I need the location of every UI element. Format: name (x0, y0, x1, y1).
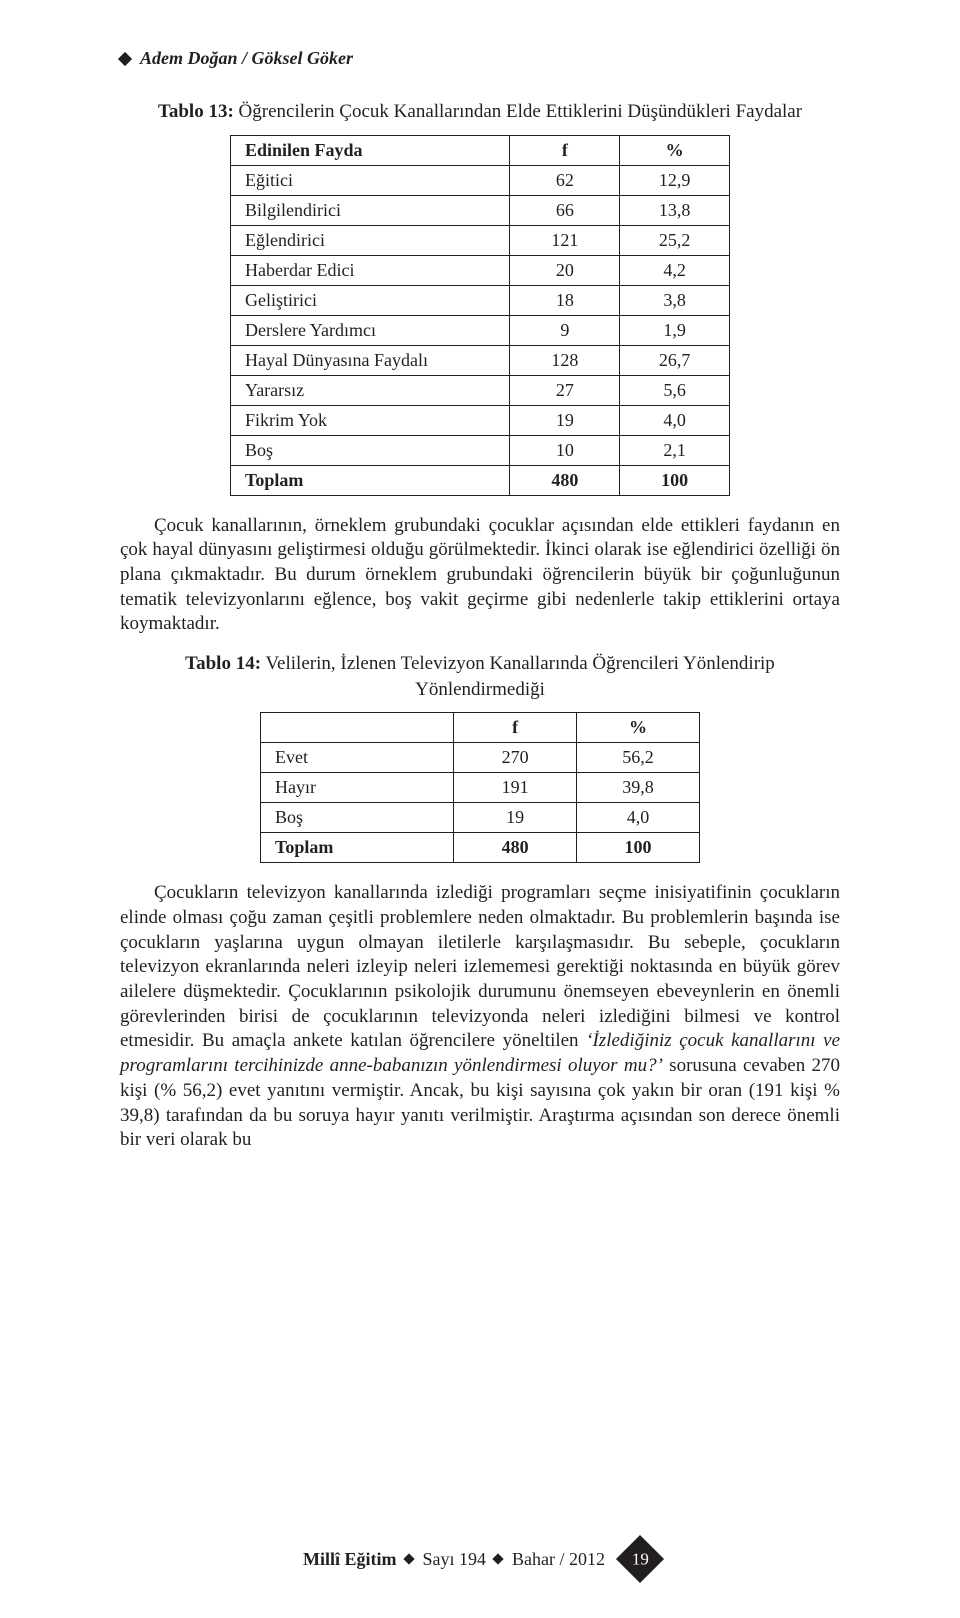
table-row: Evet27056,2 (261, 743, 700, 773)
cell: 480 (510, 465, 620, 495)
cell: 9 (510, 315, 620, 345)
running-head-text: Adem Doğan / Göksel Göker (140, 48, 353, 69)
table14-caption: Tablo 14: Velilerin, İzlenen Televizyon … (120, 651, 840, 702)
cell: 19 (510, 405, 620, 435)
paragraph-1: Çocuk kanallarının, örneklem grubundaki … (120, 514, 840, 637)
cell: 4,2 (620, 255, 730, 285)
cell: 121 (510, 225, 620, 255)
page: Adem Doğan / Göksel Göker Tablo 13: Öğre… (0, 0, 960, 1618)
cell: Hayal Dünyasına Faydalı (231, 345, 510, 375)
table13-body: Eğitici6212,9 Bilgilendirici6613,8 Eğlen… (231, 165, 730, 495)
diamond-icon (492, 1553, 503, 1564)
cell: 100 (620, 465, 730, 495)
table-row: Hayal Dünyasına Faydalı12826,7 (231, 345, 730, 375)
table-row: Bilgilendirici6613,8 (231, 195, 730, 225)
table-row: Fikrim Yok194,0 (231, 405, 730, 435)
cell: Geliştirici (231, 285, 510, 315)
cell: Bilgilendirici (231, 195, 510, 225)
table-row: Boş194,0 (261, 803, 700, 833)
cell: 2,1 (620, 435, 730, 465)
cell: 5,6 (620, 375, 730, 405)
cell: Boş (261, 803, 454, 833)
cell: 25,2 (620, 225, 730, 255)
cell: Yararsız (231, 375, 510, 405)
table-row: Eğitici6212,9 (231, 165, 730, 195)
table-row: Geliştirici183,8 (231, 285, 730, 315)
table13-col-0: Edinilen Fayda (231, 135, 510, 165)
table14-header-row: f % (261, 713, 700, 743)
cell: 27 (510, 375, 620, 405)
table-row: Boş102,1 (231, 435, 730, 465)
cell: 4,0 (577, 803, 700, 833)
cell: 56,2 (577, 743, 700, 773)
table14-col-1: f (454, 713, 577, 743)
cell: 20 (510, 255, 620, 285)
cell: Derslere Yardımcı (231, 315, 510, 345)
table-row: Yararsız275,6 (231, 375, 730, 405)
table13-total-row: Toplam480100 (231, 465, 730, 495)
cell: Evet (261, 743, 454, 773)
table14-col-0 (261, 713, 454, 743)
cell: 26,7 (620, 345, 730, 375)
cell: 18 (510, 285, 620, 315)
table13-caption: Tablo 13: Öğrencilerin Çocuk Kanallarınd… (120, 99, 840, 125)
table-row: Derslere Yardımcı91,9 (231, 315, 730, 345)
table14-caption-bold: Tablo 14: (185, 653, 261, 674)
table13-caption-rest: Öğrencilerin Çocuk Kanallarından Elde Et… (234, 101, 802, 122)
cell: Toplam (231, 465, 510, 495)
table14-caption-rest: Velilerin, İzlenen Televizyon Kanalların… (261, 653, 775, 700)
cell: 66 (510, 195, 620, 225)
cell: 191 (454, 773, 577, 803)
paragraph-2a: Çocukların televizyon kanallarında izled… (120, 882, 840, 1051)
cell: Hayır (261, 773, 454, 803)
cell: 1,9 (620, 315, 730, 345)
cell: 4,0 (620, 405, 730, 435)
cell: 480 (454, 833, 577, 863)
footer-season: Bahar / 2012 (512, 1549, 605, 1570)
cell: Haberdar Edici (231, 255, 510, 285)
table-row: Haberdar Edici204,2 (231, 255, 730, 285)
cell: 12,9 (620, 165, 730, 195)
table14-col-2: % (577, 713, 700, 743)
page-number-badge: 19 (616, 1535, 664, 1583)
table13-header-row: Edinilen Fayda f % (231, 135, 730, 165)
cell: 100 (577, 833, 700, 863)
cell: 128 (510, 345, 620, 375)
cell: Eğlendirici (231, 225, 510, 255)
footer-issue: Sayı 194 (423, 1549, 487, 1570)
paragraph-2: Çocukların televizyon kanallarında izled… (120, 881, 840, 1153)
table14-body: Evet27056,2 Hayır19139,8 Boş194,0 Toplam… (261, 743, 700, 863)
cell: Toplam (261, 833, 454, 863)
table13-caption-bold: Tablo 13: (158, 101, 234, 122)
cell: 39,8 (577, 773, 700, 803)
cell: 270 (454, 743, 577, 773)
cell: Eğitici (231, 165, 510, 195)
table14-total-row: Toplam480100 (261, 833, 700, 863)
footer-journal: Millî Eğitim (303, 1549, 397, 1570)
table-row: Eğlendirici12125,2 (231, 225, 730, 255)
cell: 13,8 (620, 195, 730, 225)
cell: 19 (454, 803, 577, 833)
page-number: 19 (632, 1549, 649, 1569)
table14: f % Evet27056,2 Hayır19139,8 Boş194,0 To… (260, 712, 700, 863)
cell: Boş (231, 435, 510, 465)
cell: 10 (510, 435, 620, 465)
table13-col-1: f (510, 135, 620, 165)
table13: Edinilen Fayda f % Eğitici6212,9 Bilgile… (230, 135, 730, 496)
running-head: Adem Doğan / Göksel Göker (120, 48, 840, 69)
table-row: Hayır19139,8 (261, 773, 700, 803)
page-footer: Millî Eğitim Sayı 194 Bahar / 2012 19 (0, 1542, 960, 1576)
cell: 62 (510, 165, 620, 195)
table13-col-2: % (620, 135, 730, 165)
diamond-icon (118, 51, 132, 65)
diamond-icon (403, 1553, 414, 1564)
cell: 3,8 (620, 285, 730, 315)
footer-line: Millî Eğitim Sayı 194 Bahar / 2012 19 (303, 1542, 657, 1576)
cell: Fikrim Yok (231, 405, 510, 435)
